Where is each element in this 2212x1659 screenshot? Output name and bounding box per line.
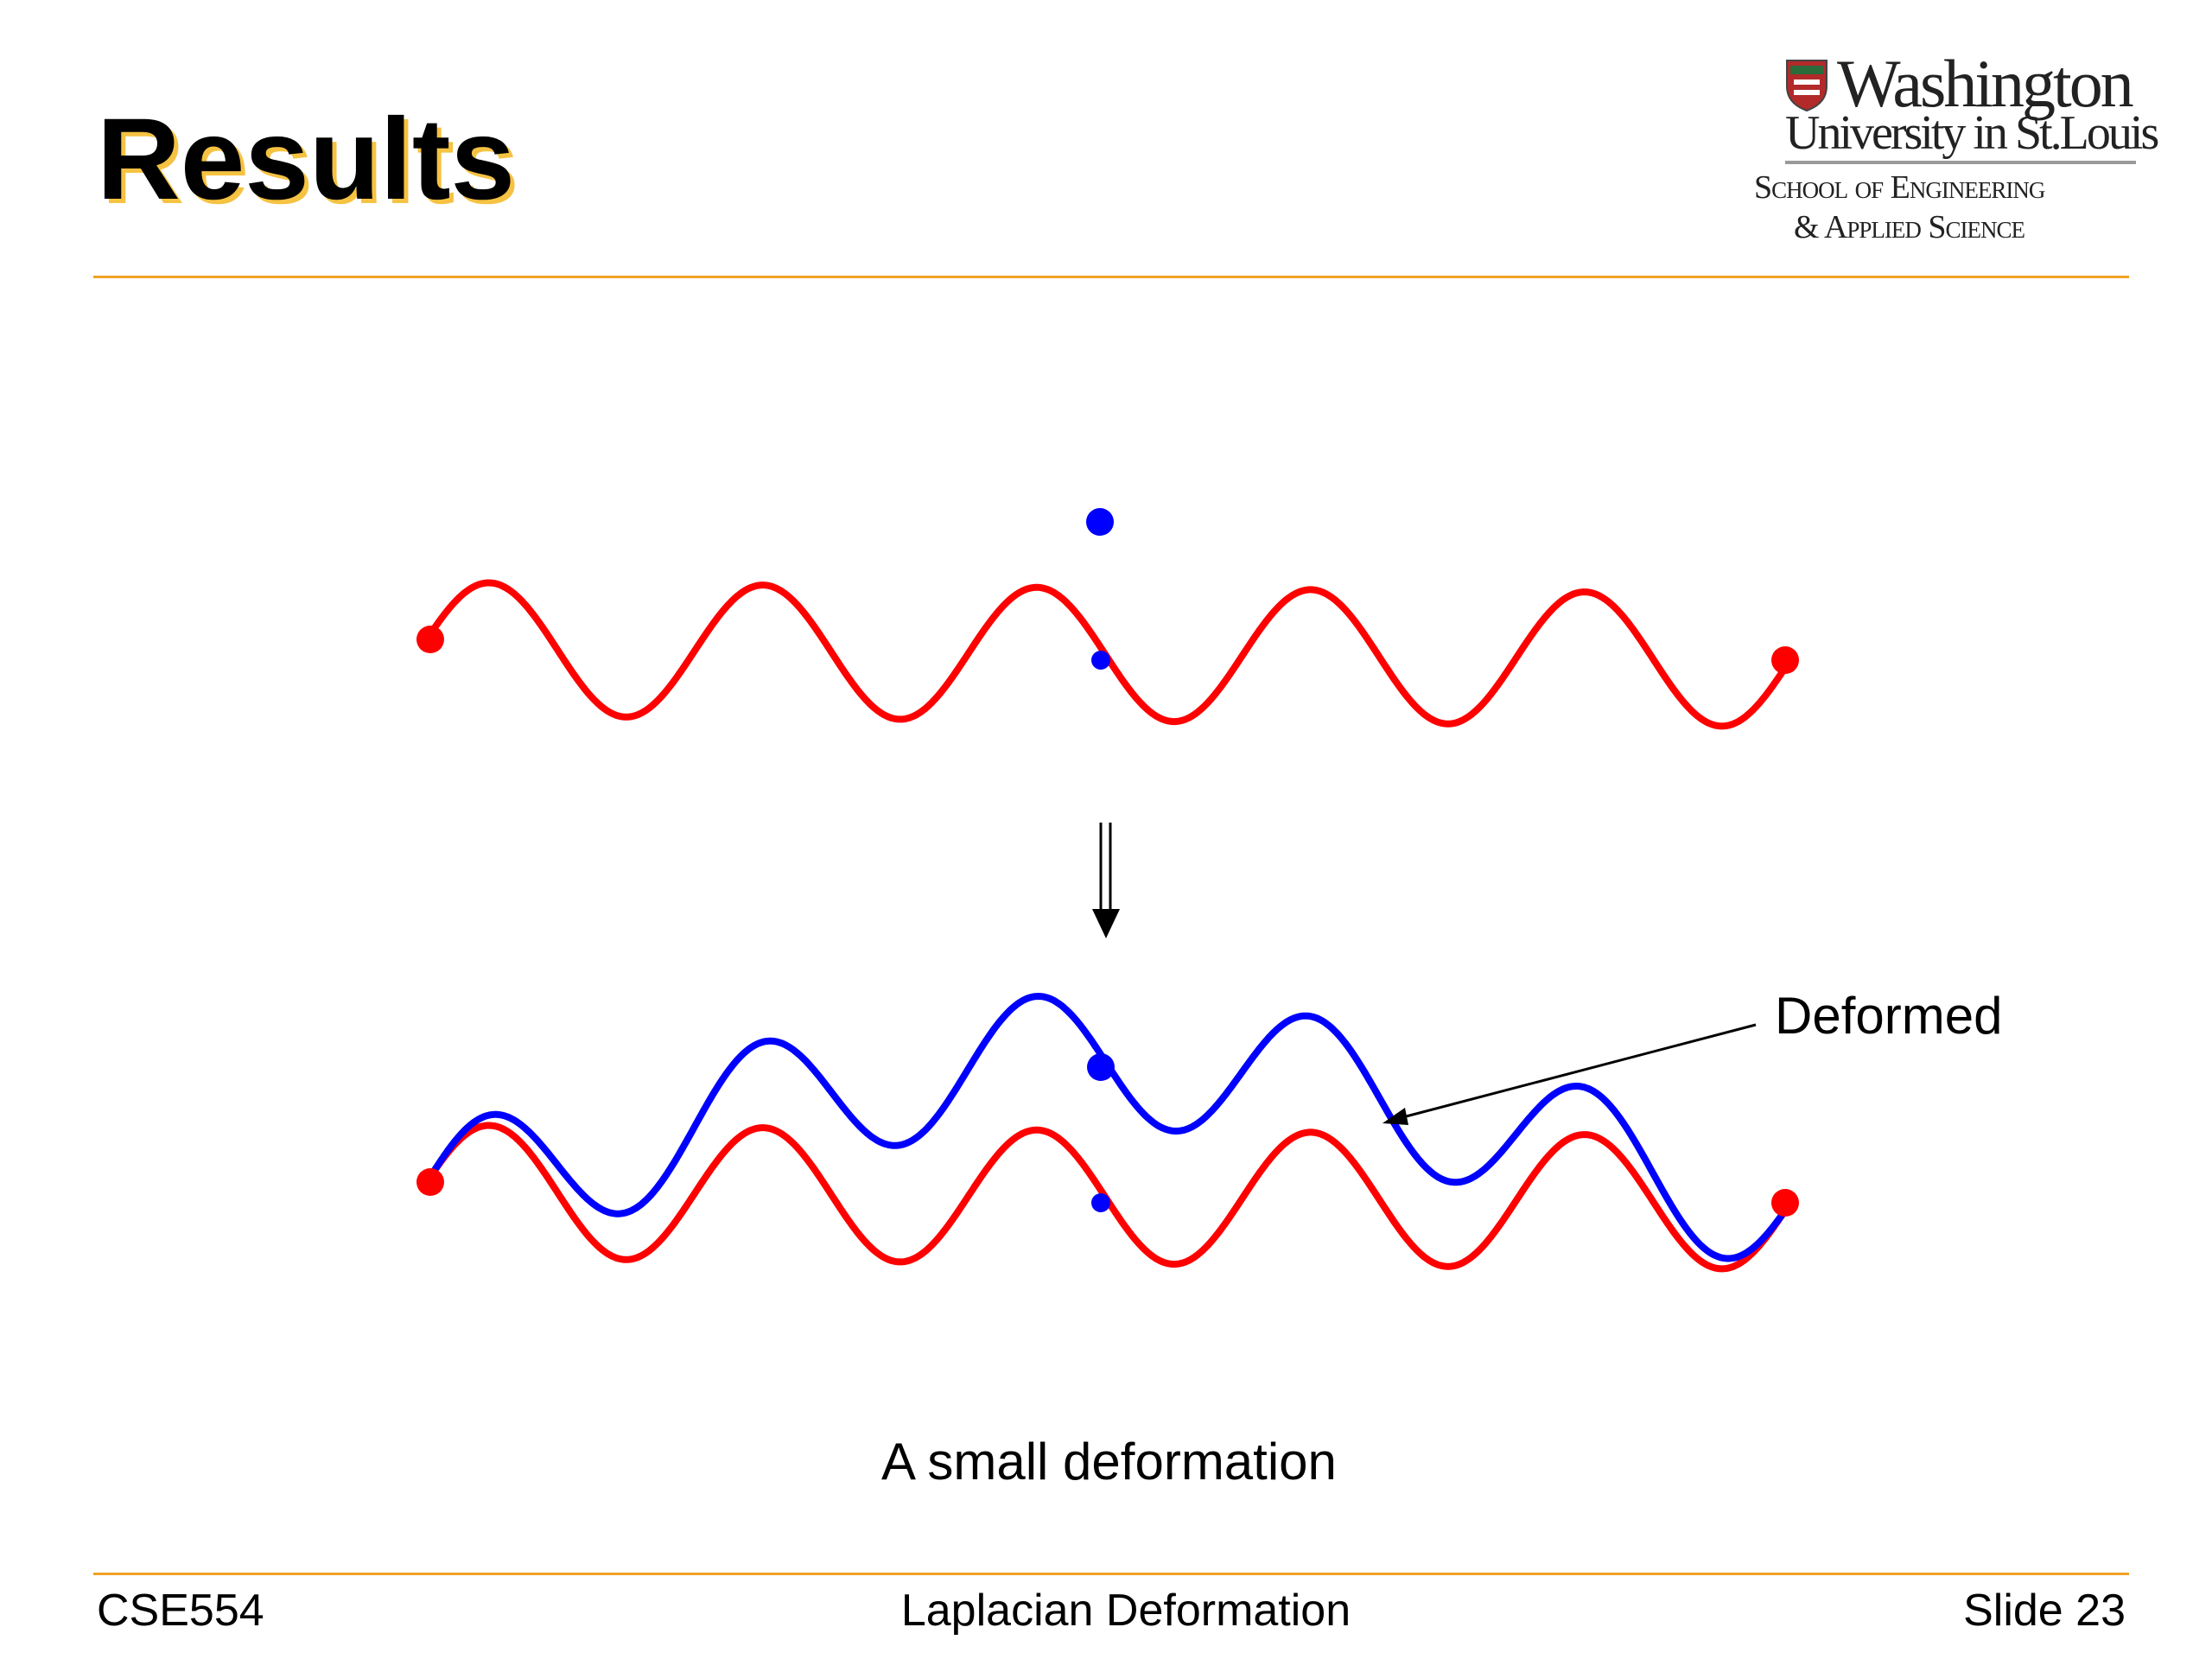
handle-point-deformed (1087, 1053, 1115, 1081)
anchor-point-left-bottom (416, 1168, 444, 1196)
handle-target-point (1086, 508, 1114, 536)
footer-course: CSE554 (97, 1586, 264, 1636)
deformed-curve (427, 993, 1789, 1262)
deformed-label: Deformed (1775, 987, 2003, 1045)
footer-slide-number: Slide 23 (1963, 1586, 2126, 1636)
handle-point-original (1091, 651, 1110, 670)
deformed-pointer-arrow (1382, 1023, 1757, 1125)
footer-topic: Laplacian Deformation (900, 1586, 1351, 1636)
anchor-point-left (416, 626, 444, 653)
university-crest-icon (1786, 60, 1827, 112)
logo-school-line-2: & Applied Science (1794, 209, 2025, 245)
handle-point-original-bottom (1091, 1193, 1110, 1212)
logo-school-line-1: School of Engineering (1754, 169, 2045, 206)
logo-university: University in St.Louis (1785, 106, 2159, 160)
figure-caption: A small deformation (881, 1433, 1337, 1491)
slide-title: Results (97, 95, 516, 224)
footer-rule (93, 1573, 2129, 1575)
anchor-point-right-bottom (1771, 1189, 1799, 1217)
university-logo: Washington University in St.Louis School… (1754, 46, 2159, 257)
down-double-arrow-icon (1092, 823, 1120, 938)
logo-washington: Washington (1837, 46, 2134, 121)
header-rule (93, 276, 2129, 278)
logo-divider (1785, 161, 2136, 164)
anchor-point-right (1771, 646, 1799, 674)
